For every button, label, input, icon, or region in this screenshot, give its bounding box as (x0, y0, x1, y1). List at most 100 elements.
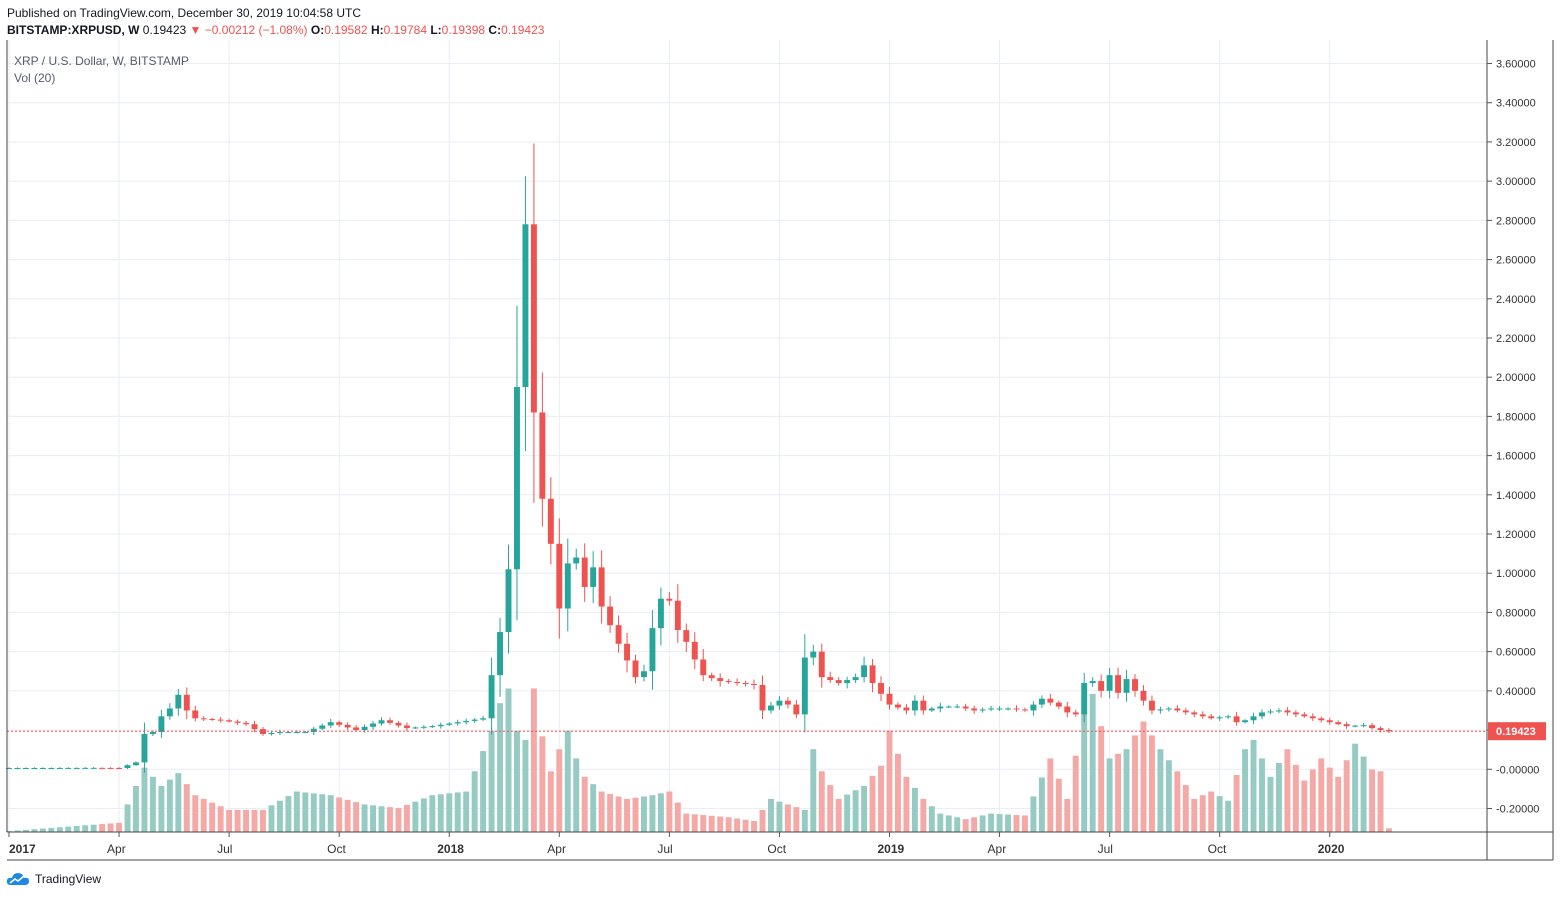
x-tick-label: Jul (1098, 842, 1113, 856)
candle-body (403, 725, 410, 729)
candle-body (751, 683, 757, 685)
volume-bar (336, 797, 343, 832)
x-tick-label: Oct (327, 842, 346, 856)
volume-bar (149, 776, 156, 832)
volume-bar (319, 794, 326, 832)
price-axis-labels: 3.60000 3.40000 3.20000 3.00000 2.80000 2.600… (1487, 59, 1539, 815)
candle-body (133, 762, 139, 766)
candle-body (979, 709, 986, 711)
candle-body (1360, 725, 1367, 727)
volume-bar (768, 798, 774, 832)
candle-body (446, 723, 453, 725)
volume-bar (1089, 694, 1096, 832)
volume-bar (666, 791, 673, 832)
candle-body (1199, 714, 1206, 717)
y-tick-label: 1.80000 (1496, 411, 1536, 423)
volume-bar (514, 730, 520, 832)
chart-header: Published on TradingView.com, December 3… (7, 5, 544, 39)
candle-body (996, 708, 1003, 710)
candle-body (302, 732, 309, 734)
candle-body (607, 606, 614, 626)
x-tick-label: Apr (547, 842, 566, 856)
candle-body (82, 767, 89, 769)
candle-body (657, 598, 664, 629)
candle-body (632, 660, 639, 678)
volume-bar (683, 813, 690, 832)
y-tick-label: 1.00000 (1496, 568, 1536, 580)
volume-bar (598, 791, 605, 832)
x-tick-label: 2019 (877, 842, 904, 856)
volume-bar (22, 829, 29, 832)
candle-body (226, 720, 233, 722)
candle-body (615, 625, 622, 644)
candle-body (1335, 722, 1342, 725)
candle-body (116, 767, 123, 769)
volume-bar (818, 771, 825, 832)
volume-bar (1326, 767, 1333, 832)
x-tick-label: 2017 (9, 842, 36, 856)
ohlc-line: BITSTAMP:XRPUSD, W 0.19423 ▼ −0.00212 (−… (7, 22, 544, 39)
volume-bar (708, 815, 715, 832)
candle-body (894, 704, 901, 708)
chart-axes (6, 40, 1554, 861)
volume-bar (1242, 749, 1249, 832)
candle-body (420, 726, 427, 728)
volume-bar (827, 785, 834, 832)
volume-bar (48, 827, 55, 832)
volume-bar (894, 753, 901, 832)
volume-bar (1225, 800, 1232, 832)
volume-bar (1106, 758, 1113, 832)
candle-body (988, 708, 995, 710)
volume-bar (505, 688, 512, 832)
candle-body (192, 710, 199, 719)
volume-bar (226, 809, 233, 832)
volume-bar (810, 749, 817, 832)
candle-body (361, 726, 368, 731)
candle-body (471, 719, 478, 721)
candle-body (234, 721, 241, 723)
volume-bar (361, 804, 368, 832)
candle-body (1115, 675, 1122, 693)
volume-bar (1318, 758, 1325, 832)
candle-body (759, 684, 766, 711)
volume-bar (1182, 785, 1189, 832)
candle-body (166, 708, 173, 717)
candle-body (497, 632, 504, 676)
volume-bar (920, 798, 927, 832)
candle-body (928, 708, 935, 711)
volume-bar (1081, 712, 1088, 832)
volume-bar (1148, 735, 1155, 832)
y-tick-label: 1.60000 (1496, 451, 1536, 463)
candle-body (99, 767, 106, 769)
volume-bar (310, 793, 317, 832)
candle-body (31, 767, 38, 769)
candle-body (48, 767, 55, 769)
volume-bar (547, 771, 554, 832)
candle-body (336, 722, 343, 725)
candle-body (835, 680, 842, 684)
candle-body (1284, 710, 1291, 713)
candle-body (22, 768, 29, 770)
candle-body (285, 732, 292, 734)
candle-body (945, 706, 952, 708)
volume-bar (886, 730, 893, 832)
candle-body (768, 705, 774, 711)
x-tick-label: 2018 (437, 842, 464, 856)
y-tick-label: -0.20000 (1496, 803, 1539, 815)
candle-body (1064, 706, 1071, 713)
volume-bar (1275, 763, 1282, 832)
y-tick-label: 3.60000 (1496, 59, 1536, 71)
candle-body (514, 386, 520, 570)
volume-bar (1352, 743, 1359, 832)
volume-bar (116, 822, 123, 832)
volume-bar (581, 776, 588, 832)
candle-body (1267, 711, 1274, 713)
volume-bar (141, 767, 148, 832)
candle-body (1072, 712, 1079, 715)
volume-bar (107, 823, 114, 832)
candle-body (1309, 716, 1316, 719)
candle-body (522, 224, 529, 387)
volume-bar (928, 806, 935, 832)
tradingview-logo[interactable]: TradingView (6, 872, 101, 886)
